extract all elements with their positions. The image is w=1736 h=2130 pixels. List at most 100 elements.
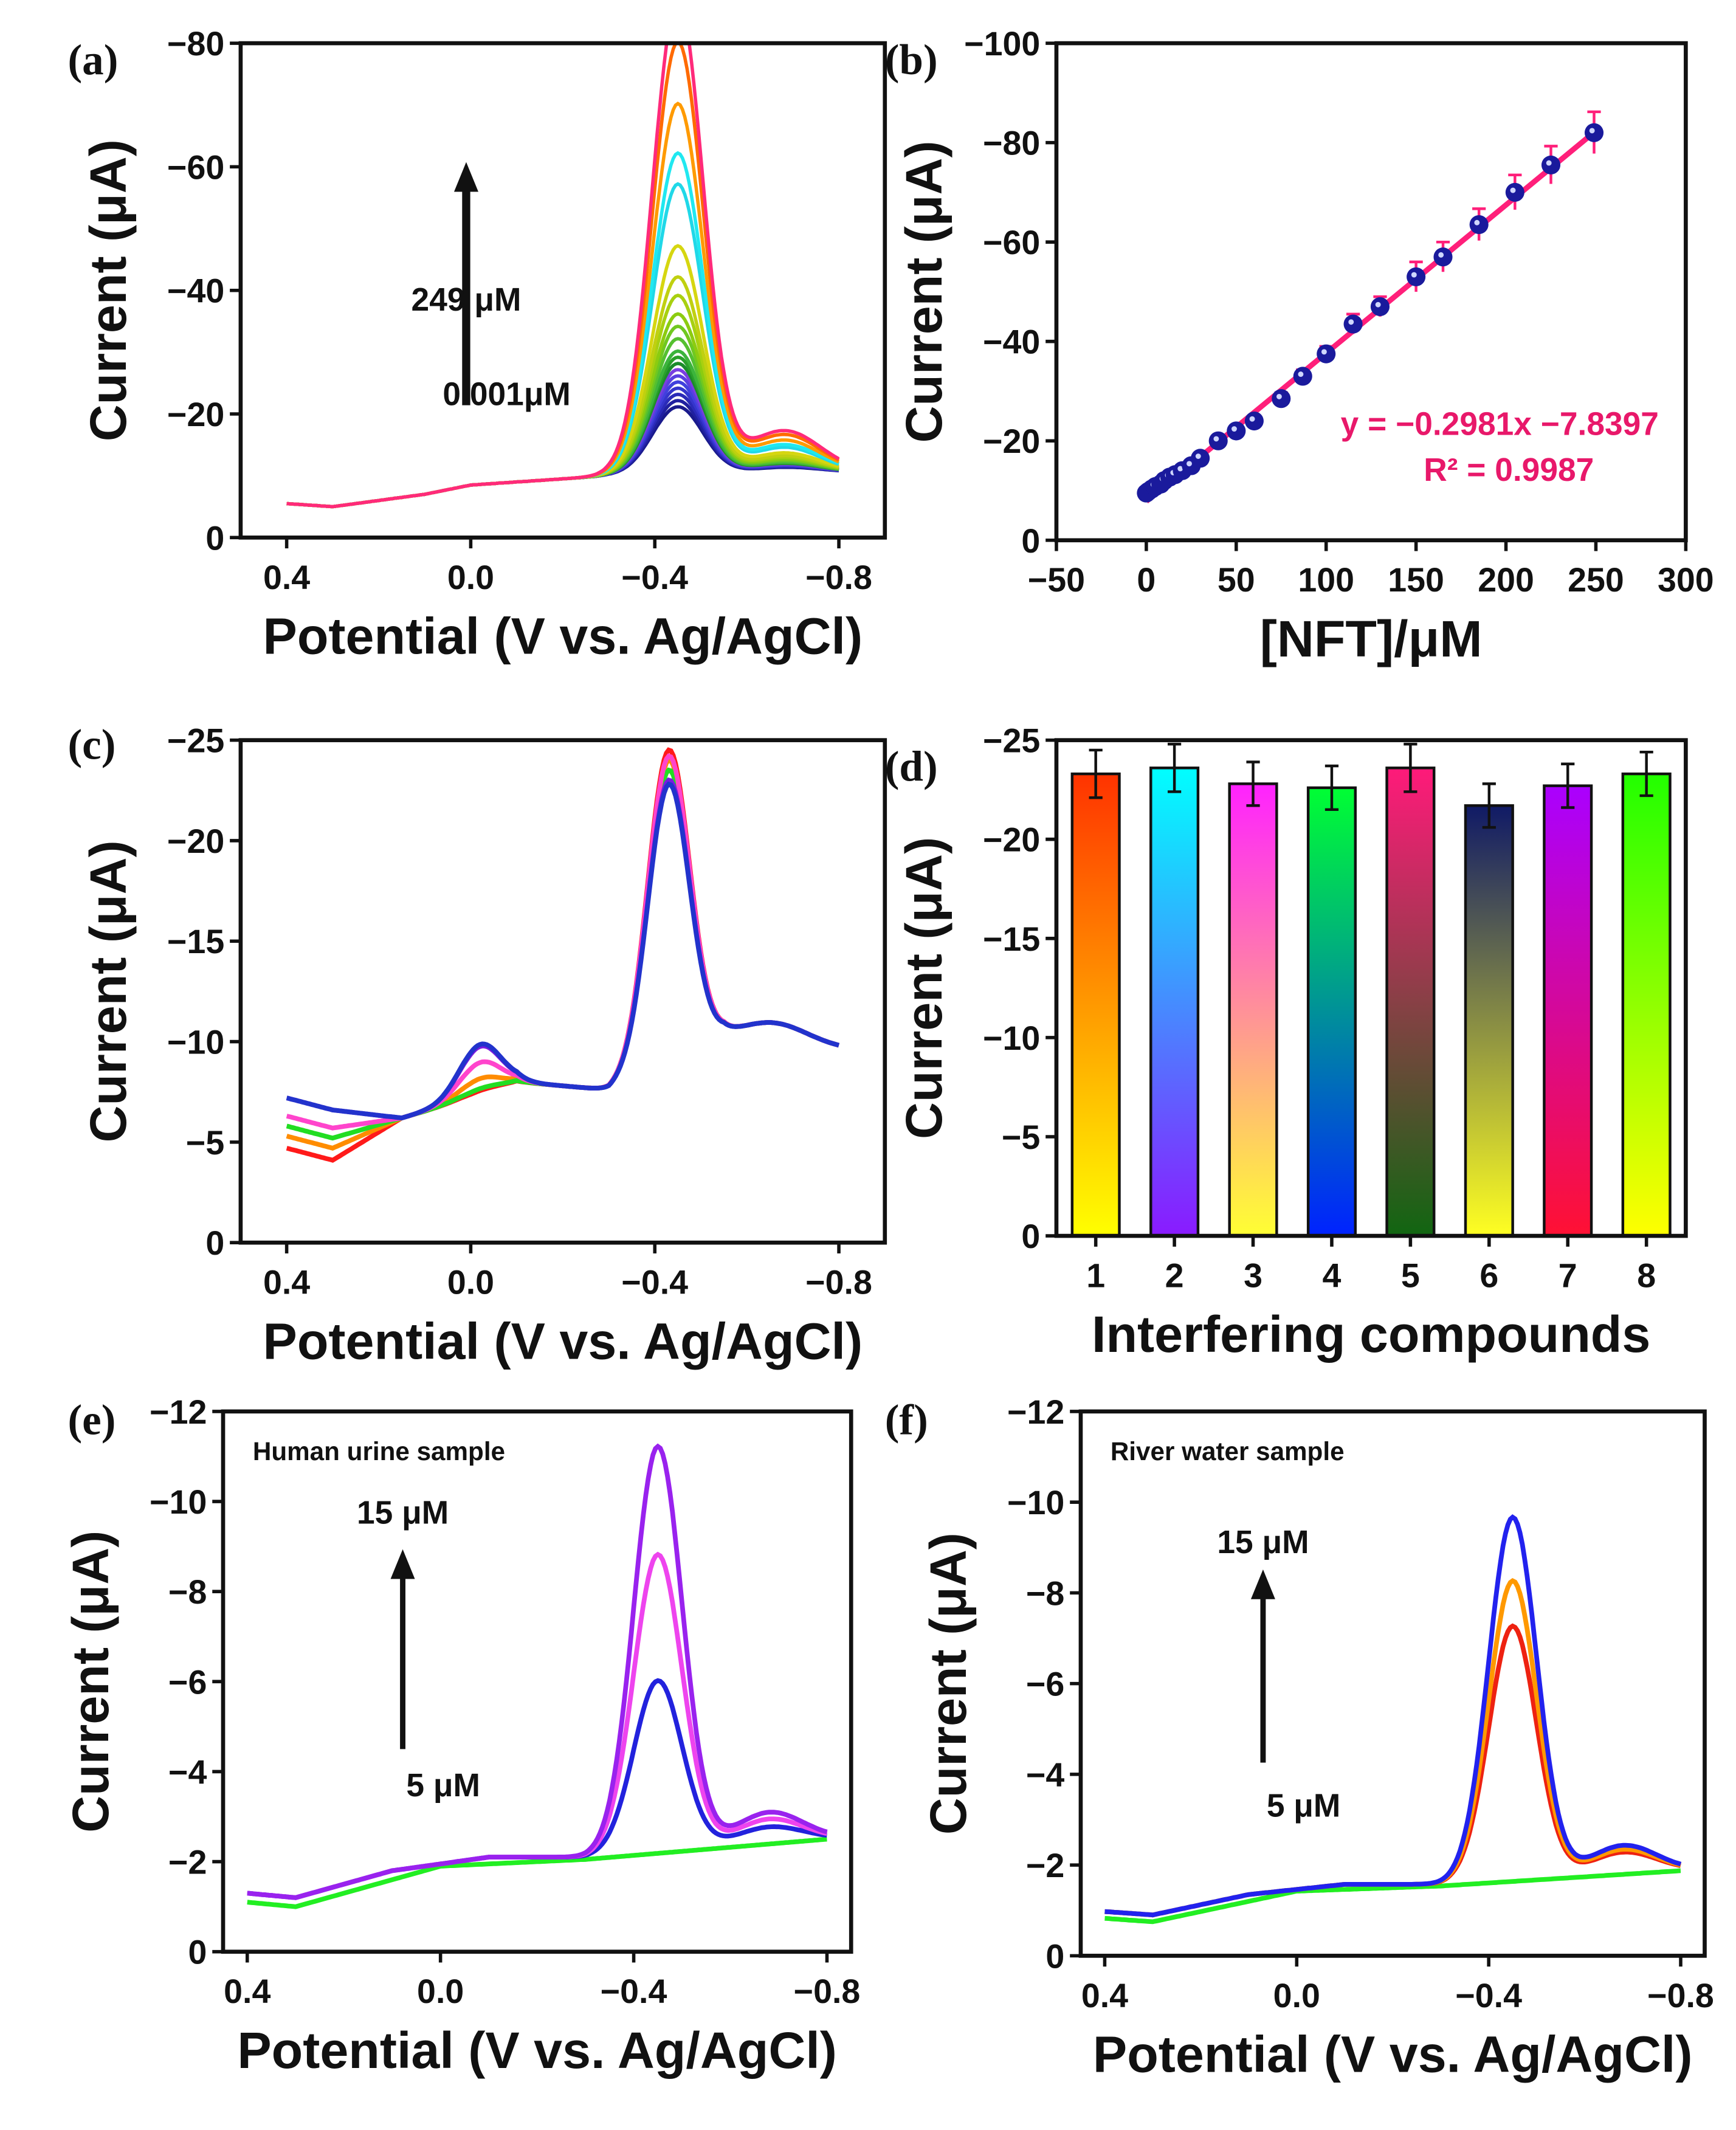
y-tick-label: 0 (1045, 1937, 1064, 1975)
y-tick-label: 0 (1021, 522, 1040, 560)
x-tick-label: 7 (1559, 1257, 1577, 1295)
x-tick-label: 0.0 (1273, 1977, 1320, 2015)
annotation-bottom: 0.001μM (443, 377, 570, 413)
data-point (1541, 155, 1561, 174)
x-tick-label: 8 (1637, 1257, 1656, 1295)
panel-label: (e) (68, 1397, 116, 1444)
panel-label: (a) (68, 36, 119, 84)
y-tick-label: −10 (167, 1024, 224, 1061)
y-tick-label: −8 (1026, 1574, 1064, 1612)
series-line-21 (286, 43, 840, 509)
plot-area (1104, 1514, 1682, 1925)
x-axis-label: Potential (V vs. Ag/AgCl) (263, 607, 863, 664)
x-axis-label: Potential (V vs. Ag/AgCl) (1093, 2025, 1693, 2083)
x-tick-label: 6 (1479, 1257, 1498, 1295)
y-tick-label: 0 (205, 1224, 224, 1262)
y-tick-label: −60 (983, 224, 1040, 261)
bar-2 (1149, 767, 1200, 1236)
x-tick-label: 0.4 (263, 559, 310, 596)
panel-f: (f) 0 −2 −4 −6 −8 −10 −12 0.4 0.0 −0.4 −0.8 Potentia… (885, 1393, 1714, 2083)
fit-equation: y = −0.2981x −7.8397 (1341, 406, 1659, 442)
data-point-highlight (1474, 219, 1480, 226)
y-tick-label: −10 (150, 1483, 207, 1521)
data-point-highlight (1375, 302, 1381, 308)
x-tick-label: −0.8 (1647, 1977, 1714, 2015)
plot-area (286, 43, 840, 509)
y-tick-label: −60 (167, 148, 224, 186)
y-tick-label: −100 (964, 25, 1040, 63)
y-tick-label: −20 (983, 821, 1040, 859)
x-tick-label: 250 (1568, 561, 1624, 599)
annotation-bottom: 5 μM (406, 1768, 480, 1804)
x-tick-label: 3 (1244, 1257, 1262, 1295)
plot-frame (221, 1409, 853, 1954)
y-tick-label: −8 (168, 1573, 207, 1611)
y-tick-label: −25 (167, 722, 224, 760)
bar-5 (1385, 767, 1436, 1236)
data-point (1407, 267, 1426, 286)
data-point (1272, 389, 1291, 408)
sample-label: River water sample (1111, 1437, 1345, 1466)
data-point (1370, 297, 1390, 317)
y-tick-label: 0 (188, 1934, 207, 1971)
data-point (1469, 215, 1489, 235)
data-point-highlight (1231, 426, 1237, 432)
data-point (1584, 123, 1604, 142)
panel-b: (b) y = −0.2981x −7.8397 R² = 0.9987 0 −20 −4… (885, 25, 1714, 667)
bar-1 (1070, 772, 1121, 1236)
y-tick-label: −2 (168, 1844, 207, 1881)
data-point-highlight (1510, 187, 1516, 193)
arrow-up-icon (453, 162, 478, 192)
x-tick-label: 200 (1478, 561, 1534, 599)
series-line-1 (286, 747, 840, 1163)
y-axis-label: Current (μA) (80, 840, 137, 1142)
y-axis-label: Current (μA) (920, 1532, 977, 1835)
r-squared: R² = 0.9987 (1424, 452, 1594, 488)
data-point (1343, 314, 1363, 334)
y-tick-label: −10 (983, 1019, 1040, 1057)
x-axis-label: Potential (V vs. Ag/AgCl) (237, 2022, 837, 2079)
x-tick-label: −0.4 (621, 559, 688, 596)
panel-d: (d) 1 2 3 4 5 6 7 8 0 −5 −10 −15 −20 −25 Interfering co… (885, 722, 1688, 1363)
y-tick-label: −4 (168, 1753, 207, 1791)
data-point (1244, 411, 1264, 431)
series-line-19 (286, 102, 840, 509)
data-point-highlight (1213, 436, 1219, 442)
y-tick-label: −10 (1007, 1484, 1064, 1522)
x-tick-label: −0.4 (1455, 1977, 1522, 2015)
series-line-2 (286, 399, 839, 509)
y-tick-label: −25 (983, 722, 1040, 760)
x-axis-label: Interfering compounds (1092, 1306, 1650, 1363)
x-tick-label: 4 (1323, 1257, 1342, 1295)
y-tick-label: −6 (168, 1663, 207, 1701)
bar-7 (1543, 784, 1593, 1236)
x-tick-label: 0.4 (1081, 1977, 1128, 2015)
plot-area (247, 1443, 828, 1909)
series-line-4 (247, 1443, 828, 1900)
y-tick-label: −5 (186, 1124, 224, 1162)
panel-label: (d) (885, 743, 938, 790)
panel-c: (c) 0 −5 −10 −15 −20 −25 0.4 0.0 −0.4 −0.8 Potentia… (68, 722, 887, 1370)
y-axis-label: Current (μA) (895, 837, 952, 1139)
data-point (1208, 431, 1228, 450)
x-tick-label: −0.4 (601, 1973, 667, 2010)
x-tick-label: 0.0 (447, 1264, 494, 1301)
annotation-bottom: 5 μM (1267, 1788, 1341, 1824)
data-point-highlight (1276, 393, 1282, 399)
y-tick-label: −20 (167, 822, 224, 860)
x-axis-label: Potential (V vs. Ag/AgCl) (263, 1312, 863, 1370)
y-tick-label: −80 (167, 25, 224, 63)
plot-area (286, 747, 840, 1163)
bar-4 (1306, 786, 1357, 1236)
data-point-highlight (1249, 416, 1255, 422)
data-point (1433, 247, 1453, 267)
series-line-3 (1104, 1578, 1681, 1918)
plot-area (1137, 110, 1604, 504)
data-point-highlight (1438, 252, 1444, 258)
y-tick-label: −80 (983, 125, 1040, 162)
y-tick-label: −20 (983, 422, 1040, 460)
x-tick-label: 0.4 (224, 1973, 270, 2010)
series-line-4 (286, 753, 840, 1131)
bar-8 (1621, 772, 1672, 1236)
